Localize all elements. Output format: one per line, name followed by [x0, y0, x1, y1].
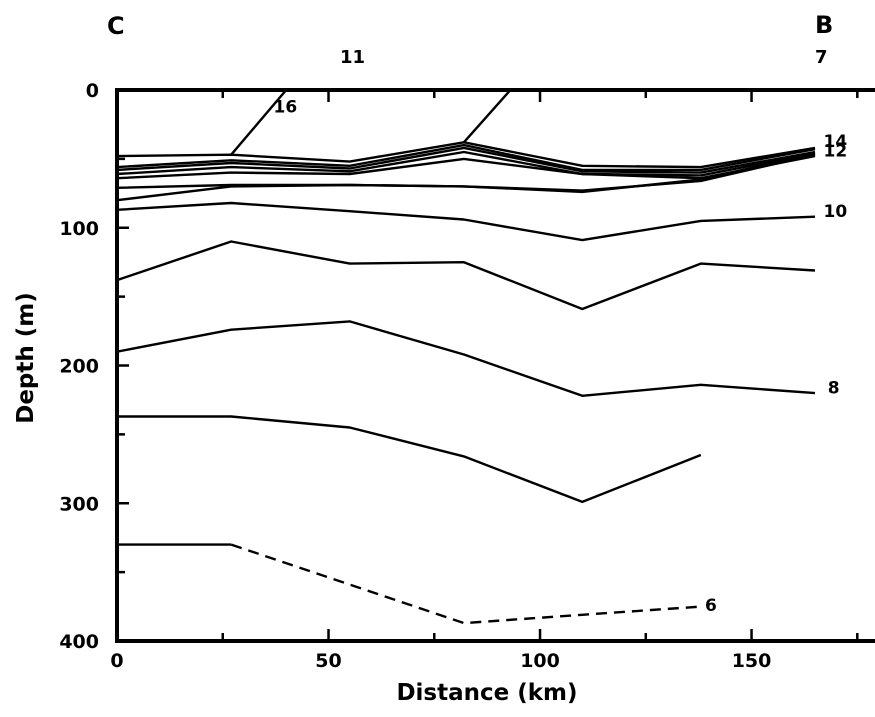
contour-line [116, 154, 816, 180]
axes: 0 50 100 150 0 100 200 300 400 Distance (km) Depth… [13, 11, 875, 706]
contour-line-10 [116, 201, 816, 242]
contour-line-14 [116, 143, 816, 172]
contour-label: 10 [824, 202, 848, 222]
contour-line [116, 240, 816, 311]
y-axis-title: Depth (m) [13, 292, 39, 424]
contour-label: 8 [828, 379, 840, 399]
contour-line [116, 146, 816, 174]
x-tick-label: 50 [315, 650, 341, 672]
y-tick-label: 300 [59, 493, 99, 515]
y-tick-label: 100 [59, 218, 99, 240]
contour-line [463, 89, 512, 144]
y-tick-label: 200 [59, 356, 99, 378]
x-tick-label: 100 [520, 650, 560, 672]
x-tick-label: 0 [110, 650, 123, 672]
contour-label: 6 [705, 596, 717, 616]
station-label: B [815, 11, 833, 39]
y-tick-label: 400 [59, 631, 99, 653]
contour-line-12 [116, 150, 816, 177]
station-label: C [107, 12, 125, 40]
station-label: 7 [815, 47, 828, 68]
contour-label: 14 [824, 132, 848, 152]
contour-label: 12 [824, 142, 848, 162]
contour-line-6 [230, 543, 701, 625]
contour-line [116, 320, 816, 397]
x-axis-title: Distance (km) [396, 680, 577, 706]
contour-line [116, 153, 816, 202]
station-label: 11 [340, 47, 365, 68]
x-tick-label: 150 [732, 650, 772, 672]
contour-line [117, 415, 702, 504]
contour-lines [116, 89, 816, 625]
contour-line [230, 89, 288, 156]
y-tick-label: 0 [86, 80, 99, 102]
contour-label: 16 [274, 98, 298, 118]
